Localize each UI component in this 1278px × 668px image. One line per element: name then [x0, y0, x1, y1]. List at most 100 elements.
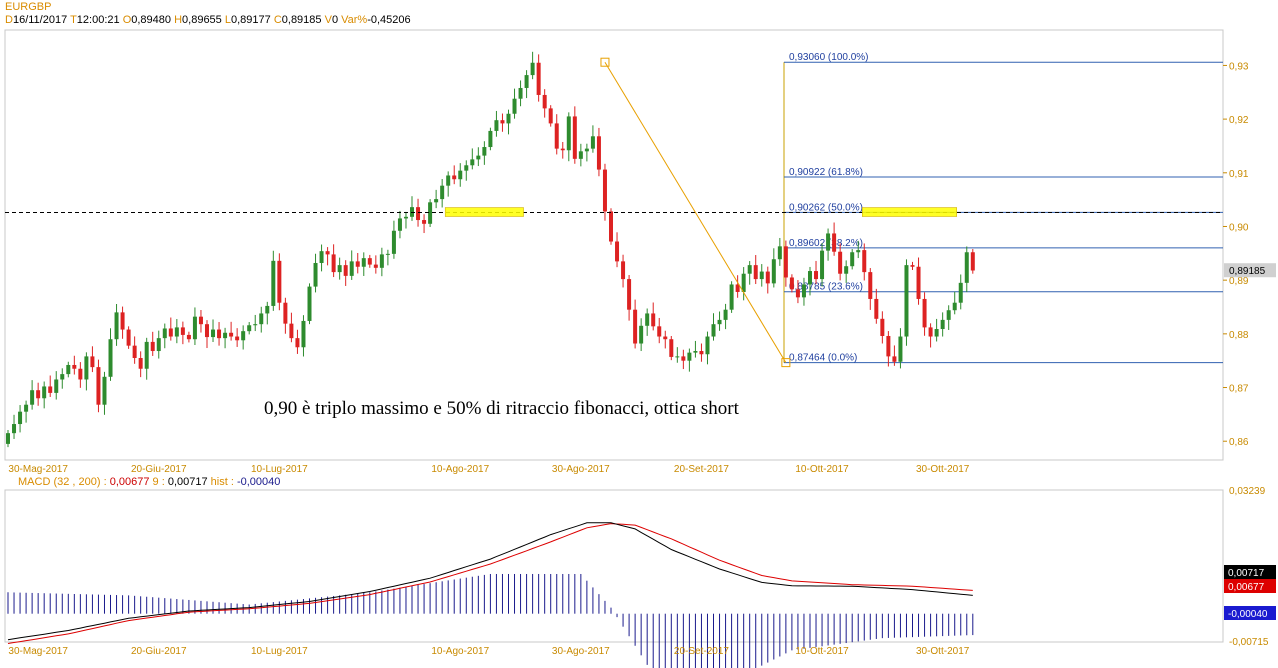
- price-tick-label: 0,91: [1229, 169, 1249, 180]
- time-value: 12:00:21: [76, 14, 120, 26]
- macd-value-box: [1224, 579, 1276, 593]
- swing-high-marker: [600, 57, 610, 67]
- open-label: O: [122, 14, 132, 26]
- macd-x-tick-label: 30-Ago-2017: [552, 646, 610, 657]
- candle-body: [319, 251, 324, 263]
- chart-annotation: 0,90 è triplo massimo e 50% di ritraccio…: [264, 398, 739, 419]
- candle-body: [428, 202, 433, 224]
- candle-body: [627, 279, 632, 310]
- candle-body: [789, 277, 794, 290]
- candle-body: [422, 220, 427, 224]
- candle-body: [132, 345, 137, 359]
- x-tick-label: 10-Ago-2017: [431, 464, 489, 475]
- candle-body: [18, 411, 23, 425]
- candle-body: [6, 433, 10, 444]
- candle-body: [844, 266, 849, 274]
- candle-body: [687, 352, 692, 361]
- candle-body: [578, 151, 583, 159]
- candle-body: [651, 313, 656, 327]
- candle-body: [928, 327, 933, 337]
- macd-x-tick-label: 30-Mag-2017: [8, 646, 68, 657]
- time-label: T: [70, 14, 77, 26]
- date-value: 16/11/2017: [12, 14, 68, 26]
- candle-body: [397, 218, 402, 231]
- high-label: H: [174, 14, 183, 26]
- candle-body: [313, 262, 318, 287]
- candle-body: [289, 323, 294, 339]
- candle-body: [60, 374, 65, 380]
- resistance-highlight-oct: [862, 207, 957, 217]
- candle-body: [198, 316, 203, 325]
- candle-body: [488, 130, 493, 148]
- candle-body: [24, 404, 29, 412]
- price-tick-label: 0,90: [1229, 222, 1249, 233]
- candle-body: [48, 386, 53, 393]
- candle-body: [416, 207, 421, 221]
- candle-body: [524, 75, 529, 88]
- candle-body: [385, 253, 390, 255]
- price-tick-label: 0,87: [1229, 384, 1249, 395]
- candle-body: [192, 316, 197, 340]
- candle-body: [241, 331, 246, 341]
- candle-body: [446, 175, 451, 186]
- candle-body: [367, 258, 372, 265]
- candle-body: [717, 319, 722, 325]
- date-label: D: [5, 14, 13, 26]
- macd-tick-label: -0,00715: [1229, 637, 1269, 648]
- candle-body: [609, 211, 613, 242]
- candle-body: [277, 260, 282, 303]
- candle-body: [874, 298, 879, 319]
- candle-body: [669, 339, 674, 357]
- candle-body: [229, 332, 234, 337]
- candle-body: [856, 250, 861, 253]
- candle-body: [211, 329, 216, 338]
- candle-body: [783, 246, 788, 278]
- candle-body: [946, 310, 951, 320]
- candle-body: [910, 265, 915, 267]
- candle-body: [36, 390, 41, 399]
- candle-body: [765, 271, 770, 284]
- candle-body: [862, 250, 867, 273]
- candle-body: [42, 386, 47, 399]
- candle-body: [186, 334, 191, 340]
- macd-x-tick-label: 20-Set-2017: [674, 646, 729, 657]
- candle-body: [144, 341, 149, 369]
- x-tick-label: 20-Set-2017: [674, 464, 729, 475]
- candle-body: [705, 336, 710, 355]
- candle-body: [590, 136, 595, 149]
- candle-body: [958, 282, 963, 303]
- candle-body: [916, 266, 921, 299]
- candle-body: [379, 254, 384, 268]
- candle-body: [820, 250, 825, 280]
- candle-body: [886, 335, 891, 357]
- candle-body: [850, 252, 855, 267]
- candle-body: [343, 265, 348, 276]
- candle-body: [566, 116, 571, 151]
- candle-body: [162, 328, 167, 339]
- candle-body: [681, 356, 686, 361]
- candle-body: [657, 326, 662, 337]
- candle-body: [596, 136, 601, 170]
- high-value: 0,89655: [182, 14, 222, 26]
- candle-body: [922, 298, 927, 328]
- last-price-box: [1224, 263, 1276, 278]
- candle-body: [150, 341, 155, 352]
- candle-body: [826, 233, 831, 251]
- candle-body: [904, 265, 909, 337]
- candle-body: [663, 336, 668, 340]
- fib-level-label: 0,88785 (23.6%): [789, 282, 863, 293]
- candle-body: [325, 251, 330, 255]
- candle-body: [223, 332, 228, 339]
- candle-body: [331, 254, 336, 273]
- candle-body: [108, 339, 113, 377]
- candle-body: [560, 148, 565, 151]
- macd-line: [7, 522, 973, 641]
- candle-body: [729, 284, 734, 310]
- candle-body: [259, 313, 264, 325]
- ohlc-readout: D16/11/2017 T12:00:21 O0,89480 H0,89655 …: [5, 14, 411, 26]
- candle-body: [602, 169, 607, 212]
- candle-body: [554, 123, 559, 149]
- swing-trend-line: [604, 61, 787, 363]
- candle-body: [934, 329, 939, 337]
- candle-body: [964, 252, 969, 283]
